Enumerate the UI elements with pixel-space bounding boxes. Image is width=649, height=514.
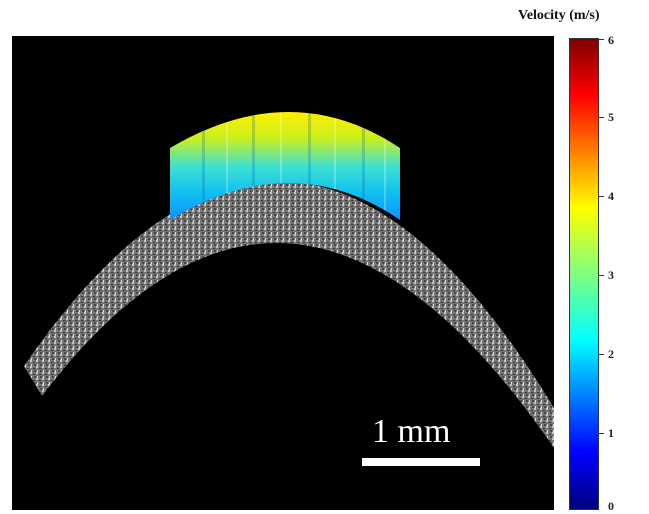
oct-image-panel xyxy=(12,36,554,510)
scale-bar-label: 1 mm xyxy=(372,413,451,450)
colorbar-tick-0: 0 xyxy=(608,499,614,513)
colorbar-tick-6: 6 xyxy=(608,33,614,47)
colorbar-tickmark xyxy=(598,39,604,40)
tissue-arc xyxy=(24,180,554,448)
colorbar-tickmark xyxy=(598,196,604,197)
colorbar xyxy=(569,38,599,510)
colorbar-tickmark xyxy=(598,433,604,434)
colorbar-title: Velocity (m/s) xyxy=(518,8,600,23)
colorbar-tickmark xyxy=(598,117,604,118)
velocity-overlay xyxy=(170,112,400,220)
oct-image xyxy=(24,112,554,448)
colorbar-tickmark xyxy=(598,275,604,276)
colorbar-tick-3: 3 xyxy=(608,268,614,282)
colorbar-tick-4: 4 xyxy=(608,189,614,203)
scale-bar xyxy=(362,458,480,466)
colorbar-tickmark xyxy=(598,354,604,355)
colorbar-tick-5: 5 xyxy=(608,110,614,124)
colorbar-tick-1: 1 xyxy=(608,426,614,440)
colorbar-tick-2: 2 xyxy=(608,347,614,361)
velocity-streaks xyxy=(202,112,386,220)
